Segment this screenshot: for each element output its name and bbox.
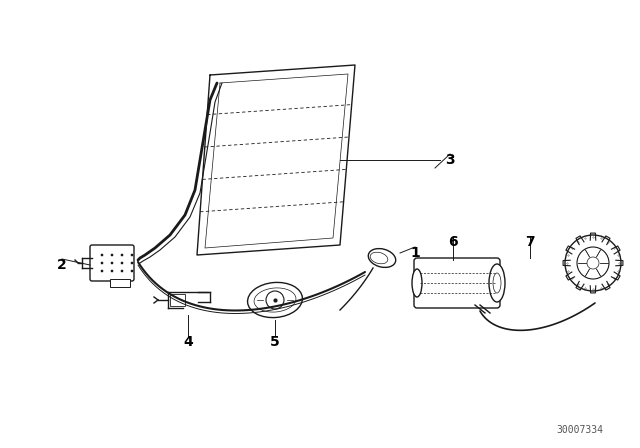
Bar xyxy=(170,294,185,306)
Text: 5: 5 xyxy=(270,335,280,349)
Text: 7: 7 xyxy=(525,235,535,249)
Ellipse shape xyxy=(370,252,388,264)
Text: 2: 2 xyxy=(57,258,67,272)
Ellipse shape xyxy=(368,249,396,267)
Text: 4: 4 xyxy=(183,335,193,349)
Text: 3: 3 xyxy=(445,153,455,167)
Ellipse shape xyxy=(493,273,501,293)
Text: 6: 6 xyxy=(448,235,458,249)
Bar xyxy=(110,279,130,287)
Ellipse shape xyxy=(254,288,296,312)
Text: 30007334: 30007334 xyxy=(557,425,604,435)
Ellipse shape xyxy=(489,264,505,302)
Ellipse shape xyxy=(248,282,303,318)
FancyBboxPatch shape xyxy=(90,245,134,281)
Text: 1: 1 xyxy=(410,246,420,260)
FancyBboxPatch shape xyxy=(414,258,500,308)
Ellipse shape xyxy=(412,269,422,297)
